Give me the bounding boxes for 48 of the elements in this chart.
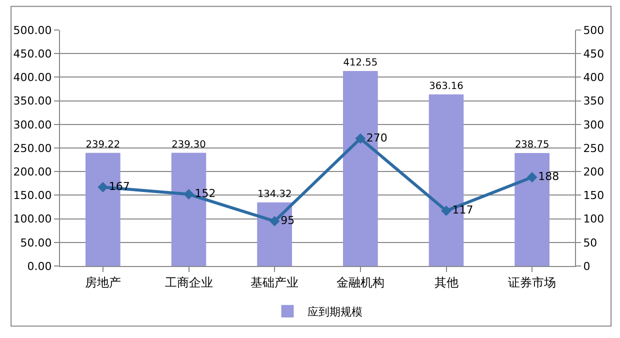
data-label: 239.22 (86, 139, 120, 150)
data-label: 188 (538, 170, 560, 184)
data-label: 238.75 (514, 140, 550, 151)
y2-tick-label: 250 (583, 142, 604, 155)
point (269, 216, 280, 226)
x-tick-label: 金融机构 (336, 275, 384, 290)
data-label: 412.55 (343, 58, 378, 69)
y2-tick-label: 200 (583, 165, 604, 178)
y-tick-label: 0.00 (27, 260, 52, 273)
data-label: 117 (452, 204, 474, 217)
point (526, 172, 538, 182)
bar (257, 202, 292, 266)
data-label: 152 (194, 187, 216, 200)
y2-tick-label: 300 (583, 118, 604, 132)
x-tick-label: 工商企业 (164, 275, 213, 290)
y-tick-label: 350.00 (13, 94, 52, 108)
point (441, 206, 452, 216)
point (184, 189, 194, 200)
y-tick-label: 300.00 (13, 118, 52, 132)
y2-tick-label: 150 (583, 189, 604, 202)
point (98, 182, 108, 192)
data-label: 95 (280, 214, 295, 227)
data-label: 270 (366, 131, 388, 144)
y2-tick-label: 50 (583, 236, 598, 250)
y-tick-label: 100.00 (13, 212, 52, 226)
x-tick-label: 基础产业 (250, 275, 299, 290)
x-tick-label: 证券市场 (508, 275, 556, 290)
data-label: 134.32 (257, 188, 292, 200)
legend-label: 应到期规模 (308, 305, 362, 318)
y2-tick-label: 450 (583, 47, 604, 60)
y2-tick-label: 0 (583, 260, 590, 273)
y-tick-label: 250.00 (13, 142, 52, 155)
data-label: 363.16 (429, 80, 464, 92)
x-tick-label: 其他 (434, 275, 458, 290)
y-tick-label: 200.00 (13, 165, 52, 178)
y-tick-label: 150.00 (13, 189, 52, 202)
y2-tick-label: 500 (583, 24, 604, 37)
y2-tick-label: 350 (583, 94, 604, 108)
data-label: 239.30 (172, 139, 206, 150)
y-tick-label: 50.00 (20, 236, 52, 250)
y-tick-label: 400.00 (13, 71, 52, 84)
data-label: 167 (108, 180, 130, 193)
y2-tick-label: 100 (583, 212, 604, 226)
y-tick-label: 500.00 (13, 24, 52, 37)
y-tick-label: 450.00 (13, 47, 52, 60)
point (355, 133, 366, 144)
y2-tick-label: 400 (583, 71, 604, 84)
x-tick-label: 房地产 (84, 275, 121, 290)
